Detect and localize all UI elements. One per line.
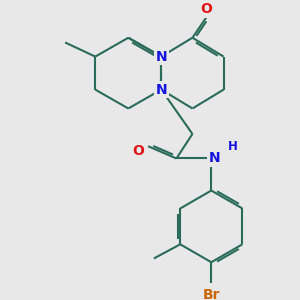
Text: Br: Br <box>202 288 220 300</box>
Text: N: N <box>208 152 220 166</box>
Text: O: O <box>133 144 145 158</box>
Text: N: N <box>155 50 167 64</box>
Text: O: O <box>201 2 212 16</box>
Text: H: H <box>228 140 238 153</box>
Text: N: N <box>155 82 167 97</box>
